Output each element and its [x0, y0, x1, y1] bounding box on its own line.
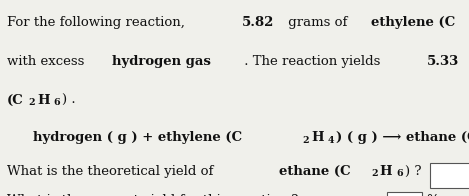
Text: hydrogen gas: hydrogen gas [113, 55, 211, 68]
Bar [387, 192, 422, 196]
Bar [430, 163, 469, 188]
Text: H: H [311, 131, 324, 144]
Text: . The reaction yields: . The reaction yields [240, 55, 385, 68]
Text: 2: 2 [303, 136, 309, 145]
Text: 5.33: 5.33 [426, 55, 459, 68]
Text: ) ( g ) ⟶ ethane (C: ) ( g ) ⟶ ethane (C [336, 131, 469, 144]
Text: What is the theoretical yield of: What is the theoretical yield of [7, 165, 218, 178]
Text: 2: 2 [371, 169, 378, 178]
Text: (C: (C [7, 94, 24, 107]
Text: For the following reaction,: For the following reaction, [7, 16, 189, 29]
Text: H: H [380, 165, 393, 178]
Text: hydrogen ( g ) + ethylene (C: hydrogen ( g ) + ethylene (C [33, 131, 242, 144]
Text: What is the percent yield for this reaction ?: What is the percent yield for this react… [7, 194, 298, 196]
Text: 6: 6 [396, 169, 403, 178]
Text: ethane (C: ethane (C [279, 165, 350, 178]
Text: 2: 2 [29, 98, 35, 107]
Text: ) ?: ) ? [405, 165, 421, 178]
Text: with excess: with excess [7, 55, 89, 68]
Text: 6: 6 [53, 98, 60, 107]
Text: grams of: grams of [284, 16, 351, 29]
Text: 5.82: 5.82 [242, 16, 274, 29]
Text: ethylene (C: ethylene (C [371, 16, 455, 29]
Text: ) .: ) . [62, 94, 76, 107]
Text: grams of: grams of [468, 55, 469, 68]
Text: 4: 4 [327, 136, 334, 145]
Text: %: % [427, 194, 439, 196]
Text: H: H [37, 94, 50, 107]
